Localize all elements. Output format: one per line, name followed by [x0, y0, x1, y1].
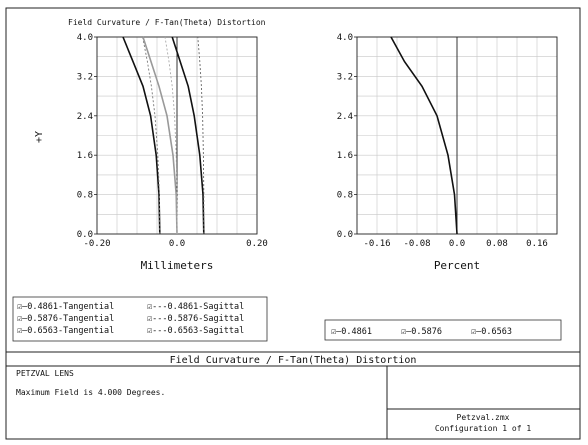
y-tick-label: 0.8 [337, 191, 353, 201]
y-tick-label: 4.0 [77, 33, 93, 43]
checkbox-icon[interactable]: ☑ [147, 314, 152, 324]
left-grid [96, 36, 258, 235]
legend-label: 0.4861 [341, 327, 372, 337]
legend-label: 0.6563-Tangential [27, 326, 114, 336]
right-y-tick-labels: 0.0 0.8 1.6 2.4 3.2 4.0 [337, 33, 357, 240]
y-tick-label: 1.6 [77, 151, 93, 161]
footer-panel: Field Curvature / F-Tan(Theta) Distortio… [6, 351, 580, 439]
solid-line-icon: — [476, 327, 482, 337]
right-grid [356, 36, 558, 235]
checkbox-icon[interactable]: ☑ [147, 326, 152, 336]
checkbox-icon[interactable]: ☑ [147, 302, 152, 312]
left-y-tick-labels: 0.0 0.8 1.6 2.4 3.2 4.0 [77, 33, 97, 240]
y-tick-label: 3.2 [77, 72, 93, 82]
x-tick-label: 0.0 [169, 239, 185, 249]
legend-entry[interactable]: ☑—0.6563-Tangential [17, 326, 114, 336]
legend-label: 0.5876-Sagittal [167, 314, 244, 324]
legend-label: 0.6563-Sagittal [167, 326, 244, 336]
left-x-axis-label: Millimeters [141, 259, 214, 272]
series-line-0-6563-sagittal [197, 36, 205, 234]
legend-right: ☑—0.4861 ☑—0.5876 ☑—0.6563 [331, 327, 512, 337]
field-curvature-chart: 0.00.81.62.43.24.0 -0.20 0.0 0.20 Millimet… [34, 33, 268, 272]
legend-label: 0.6563 [481, 327, 512, 337]
configuration-label: Configuration 1 of 1 [435, 424, 532, 433]
legend-entry[interactable]: ☑---0.6563-Sagittal [147, 326, 244, 336]
legend-entry[interactable]: ☑---0.4861-Sagittal [147, 302, 244, 312]
y-tick-label: 0.8 [77, 191, 93, 201]
file-name: Petzval.zmx [457, 413, 510, 422]
checkbox-icon[interactable]: ☑ [471, 327, 476, 337]
y-tick-label: 4.0 [337, 33, 353, 43]
y-tick-label: 2.4 [337, 112, 353, 122]
window-border [5, 7, 581, 440]
solid-line-icon: — [22, 314, 28, 324]
checkbox-icon[interactable]: ☑ [401, 327, 406, 337]
checkbox-icon[interactable]: ☑ [17, 314, 22, 324]
x-tick-label: 0.20 [246, 239, 268, 249]
legend-entry[interactable]: ☑—0.5876 [401, 327, 442, 337]
x-tick-label: 0.08 [486, 239, 508, 249]
y-tick-label: 0.0 [337, 230, 353, 240]
x-tick-label: -0.16 [363, 239, 390, 249]
series-line-0-4861-sagittal [142, 36, 161, 235]
right-x-axis-label: Percent [434, 259, 480, 272]
legend-left: ☑—0.4861-Tangential ☑---0.4861-Sagittal☑—… [17, 302, 244, 336]
series-line-0-4861-tangential [122, 36, 161, 235]
max-field-text: Maximum Field is 4.000 Degrees. [16, 388, 165, 397]
series-line-0-6563-tangential [171, 36, 205, 235]
x-tick-label: 0.16 [526, 239, 548, 249]
plot-title: Field Curvature / F-Tan(Theta) Distortio… [68, 18, 266, 27]
left-y-axis-label: +Y [34, 131, 45, 143]
legend-entry[interactable]: ☑—0.4861 [331, 327, 372, 337]
legend-entry[interactable]: ☑—0.5876-Tangential [17, 314, 114, 324]
series-line-0-5876-sagittal [164, 36, 178, 234]
left-series [122, 36, 205, 235]
right-x-tick-labels: -0.16 -0.08 0.0 0.08 0.16 [363, 239, 547, 249]
checkbox-icon[interactable]: ☑ [331, 327, 336, 337]
dashed-line-icon: --- [152, 302, 167, 312]
legend-label: 0.5876-Tangential [27, 314, 114, 324]
solid-line-icon: — [22, 302, 28, 312]
solid-line-icon: — [336, 327, 342, 337]
legend-entry[interactable]: ☑---0.5876-Sagittal [147, 314, 244, 324]
legend-label: 0.4861-Sagittal [167, 302, 244, 312]
legend-entry[interactable]: ☑—0.6563 [471, 327, 512, 337]
checkbox-icon[interactable]: ☑ [17, 326, 22, 336]
right-series [390, 36, 458, 235]
series-line-0-4861 [390, 36, 458, 235]
legend-entry[interactable]: ☑—0.4861-Tangential [17, 302, 114, 312]
checkbox-icon[interactable]: ☑ [17, 302, 22, 312]
solid-line-icon: — [22, 326, 28, 336]
y-tick-label: 1.6 [337, 151, 353, 161]
y-tick-label: 2.4 [77, 112, 93, 122]
x-tick-label: -0.20 [83, 239, 110, 249]
footer-title: Field Curvature / F-Tan(Theta) Distortio… [170, 355, 417, 366]
legend-right-box [324, 319, 562, 341]
legend-label: 0.5876 [411, 327, 442, 337]
y-tick-label: 0.0 [77, 230, 93, 240]
x-tick-label: -0.08 [403, 239, 430, 249]
x-tick-label: 0.0 [449, 239, 465, 249]
distortion-chart: 0.0 0.8 1.6 2.4 3.2 4.0 -0.16 -0.08 0.0 0.08 0.16… [337, 33, 558, 272]
dashed-line-icon: --- [152, 326, 167, 336]
left-x-tick-labels: -0.20 0.0 0.20 [83, 239, 267, 249]
y-tick-label: 3.2 [337, 72, 353, 82]
dashed-line-icon: --- [152, 314, 167, 324]
legend-label: 0.4861-Tangential [27, 302, 114, 312]
legend-left-box [12, 296, 268, 342]
series-line-0-5876-tangential [142, 36, 178, 235]
solid-line-icon: — [406, 327, 412, 337]
lens-name: PETZVAL LENS [16, 369, 74, 378]
